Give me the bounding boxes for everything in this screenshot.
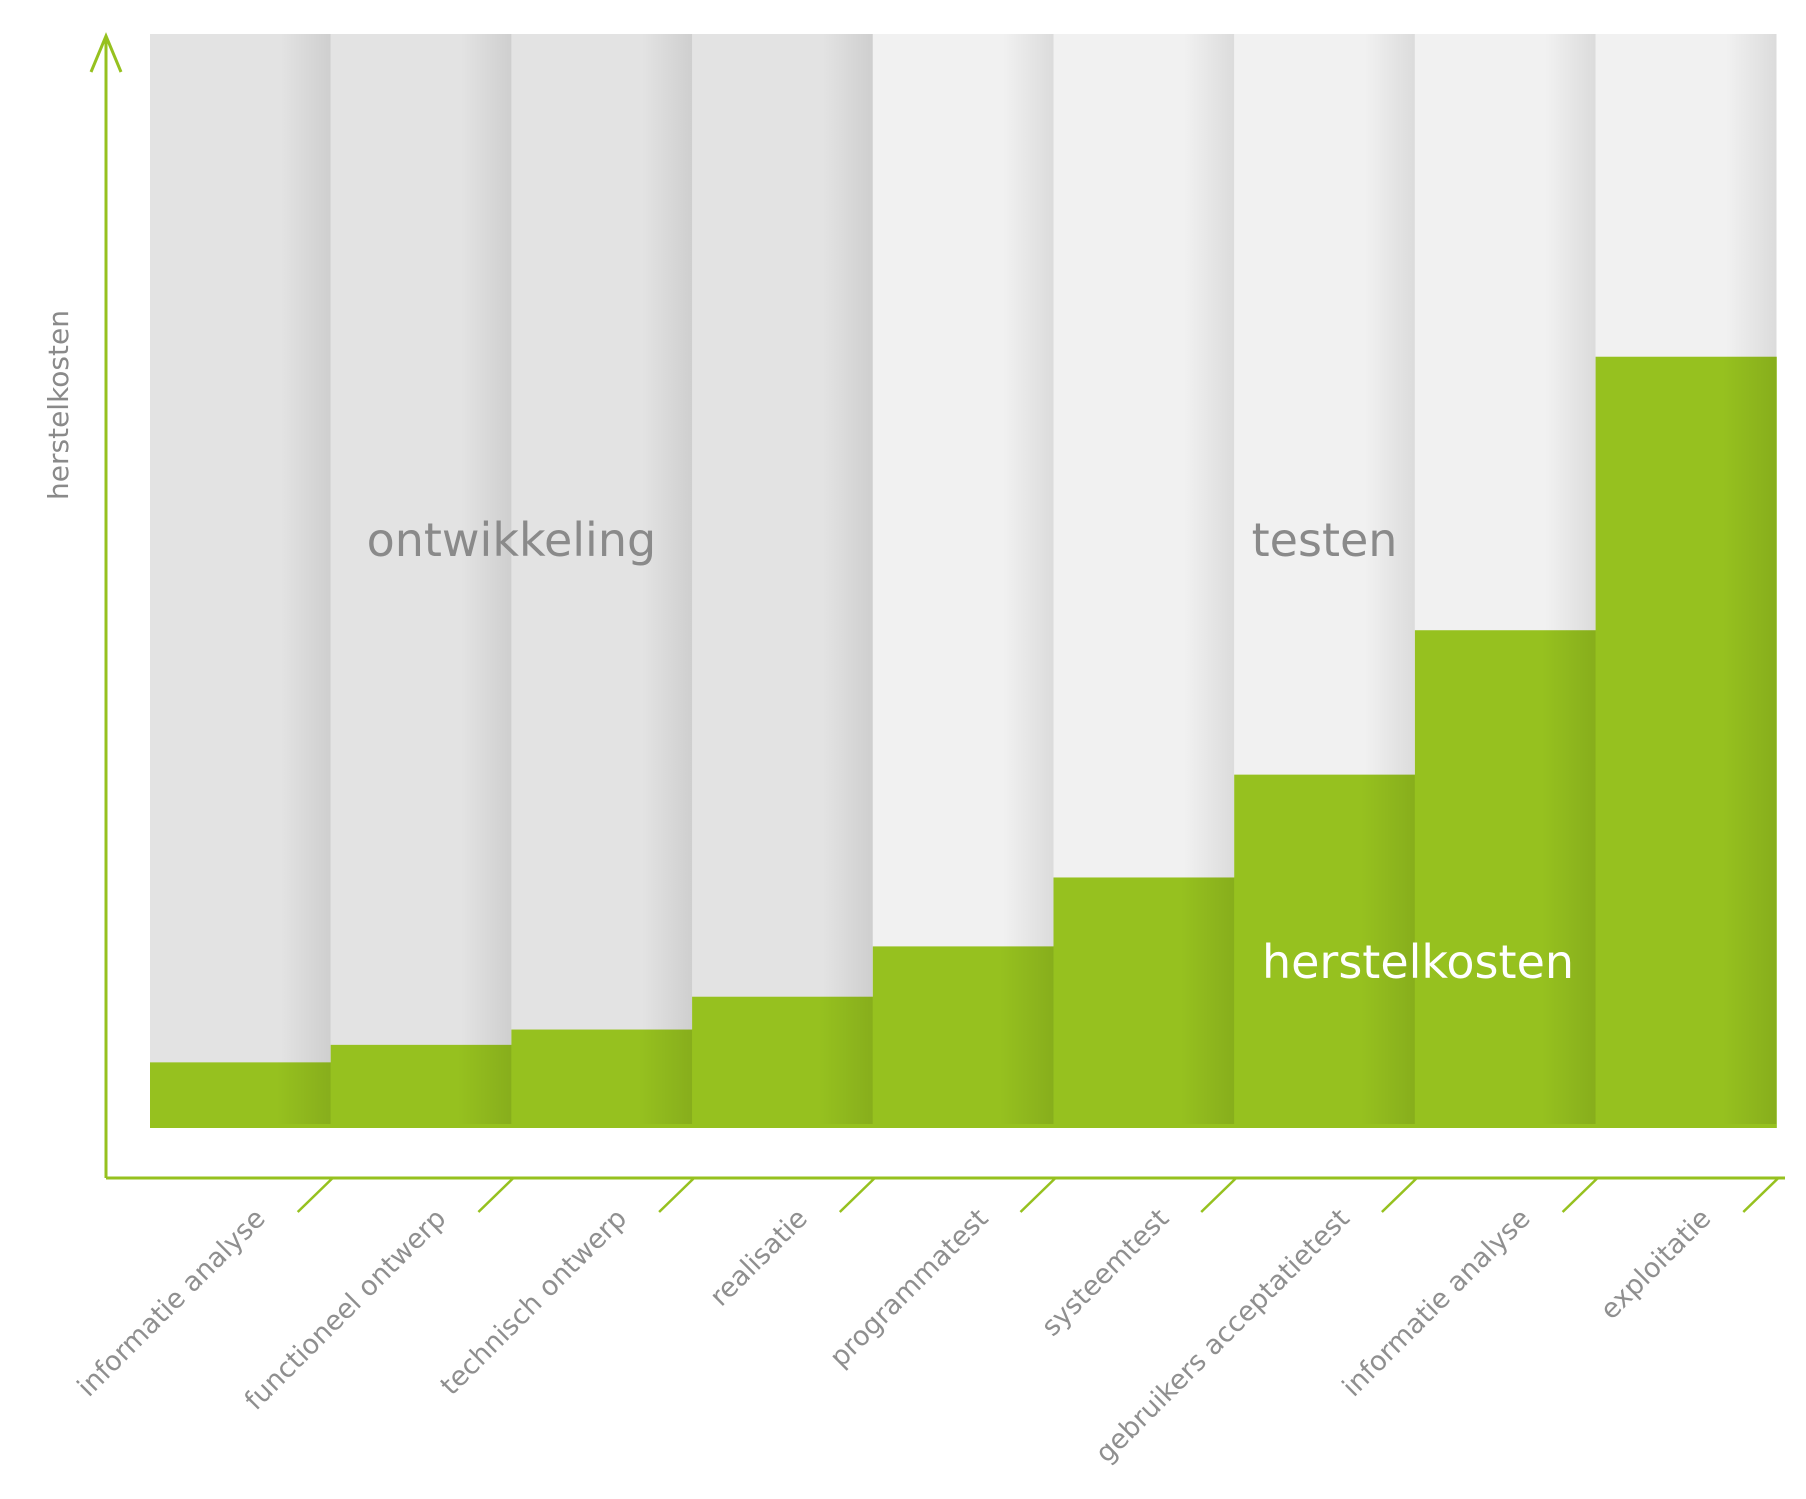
x-tick-7: [1381, 1177, 1418, 1213]
bar-shade-3: [692, 996, 873, 1124]
x-tick-label-5: systeemtest: [1036, 1203, 1175, 1342]
phase-band-shade-0: [150, 34, 331, 1128]
x-tick-label-2: technisch ontwerp: [435, 1203, 633, 1401]
x-tick-3: [658, 1177, 695, 1213]
bar-shade-2: [511, 1029, 693, 1124]
x-tick-label-4: programmatest: [824, 1203, 994, 1373]
bar-baseline: [150, 1124, 1777, 1128]
phase-band-shade-3: [692, 34, 873, 1128]
x-tick-8: [1561, 1177, 1599, 1213]
x-tick-5: [1019, 1177, 1057, 1213]
series-label: herstelkosten: [1262, 935, 1574, 989]
phase-band-shade-1: [330, 34, 512, 1128]
x-tick-1: [296, 1177, 334, 1213]
bar-shade-0: [150, 1062, 331, 1124]
x-tick-4: [838, 1177, 876, 1213]
phase-band-shade-4: [872, 34, 1054, 1128]
phase-band-shade-2: [511, 34, 693, 1128]
axes: [89, 32, 1785, 1180]
phase-label-testen: testen: [1252, 513, 1398, 567]
y-axis-arrow: [89, 32, 123, 73]
x-tick-6: [1200, 1177, 1238, 1213]
x-tick-label-8: exploitatie: [1594, 1203, 1717, 1326]
bar-shade-6: [1234, 774, 1415, 1124]
bar-shade-7: [1414, 630, 1596, 1124]
bar-series-herstelkosten: [150, 356, 1777, 1129]
x-tick-label-0: informatie analyse: [72, 1203, 272, 1403]
bar-shade-5: [1053, 877, 1235, 1124]
phase-labels: ontwikkeling testen: [367, 513, 1398, 567]
x-tick-2: [477, 1177, 515, 1213]
x-tick-label-1: functioneel ontwerp: [239, 1203, 452, 1416]
x-tick-label-7: informatie analyse: [1337, 1203, 1537, 1403]
x-tick-9: [1742, 1177, 1780, 1213]
y-axis-label: herstelkosten: [42, 310, 75, 500]
x-tick-label-3: realisatie: [704, 1203, 814, 1313]
bar-shade-1: [330, 1044, 512, 1124]
bar-shade-4: [872, 946, 1054, 1124]
bar-shade-8: [1595, 356, 1777, 1125]
x-ticks: [296, 1177, 1780, 1213]
phase-label-ontwikkeling: ontwikkeling: [367, 513, 657, 567]
